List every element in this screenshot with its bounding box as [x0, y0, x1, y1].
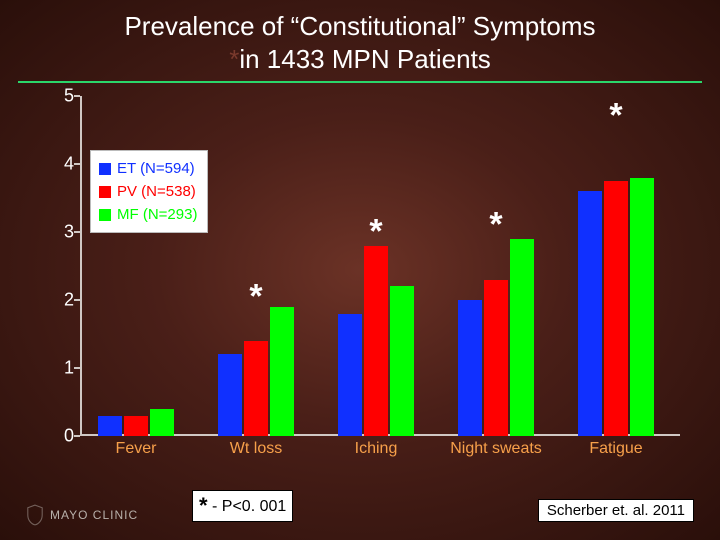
legend-swatch: [99, 209, 111, 221]
bar: [458, 300, 482, 436]
y-tick-label: 4: [54, 154, 74, 175]
p-value-footnote: * - P<0. 001: [192, 490, 293, 522]
legend: ET (N=594) PV (N=538) MF (N=293): [90, 150, 208, 233]
significance-star: *: [609, 97, 622, 136]
legend-label: PV (N=538): [117, 183, 196, 200]
bar: [338, 314, 362, 436]
footnote-text: - P<0. 001: [208, 498, 287, 515]
legend-item: ET (N=594): [99, 157, 197, 180]
title-star: *: [229, 44, 239, 74]
citation-text: Scherber et. al. 2011: [547, 502, 685, 519]
bar: [364, 246, 388, 436]
slide-title: Prevalence of “Constitutional” Symptoms …: [0, 0, 720, 77]
footnote-asterisk: *: [199, 493, 208, 518]
significance-star: *: [489, 206, 502, 245]
title-line2: in 1433 MPN Patients: [239, 44, 490, 74]
legend-swatch: [99, 163, 111, 175]
bar: [218, 354, 242, 436]
significance-star: *: [369, 213, 382, 252]
bar: [270, 307, 294, 436]
bar: [630, 178, 654, 436]
y-tick: [74, 299, 80, 301]
title-line1: Prevalence of “Constitutional” Symptoms: [124, 11, 595, 41]
y-tick-label: 3: [54, 222, 74, 243]
legend-item: PV (N=538): [99, 180, 197, 203]
y-tick-label: 1: [54, 358, 74, 379]
x-tick-label: Night sweats: [450, 440, 542, 458]
bar: [484, 280, 508, 436]
shield-icon: [26, 504, 44, 526]
y-axis: [80, 96, 82, 436]
citation: Scherber et. al. 2011: [538, 499, 694, 522]
x-tick-label: Wt loss: [230, 440, 282, 458]
bar: [244, 341, 268, 436]
bar: [98, 416, 122, 436]
y-tick: [74, 231, 80, 233]
y-tick: [74, 163, 80, 165]
title-divider: [18, 81, 702, 83]
significance-star: *: [249, 277, 262, 316]
x-tick-label: Fever: [116, 440, 157, 458]
x-tick-label: Fatigue: [589, 440, 642, 458]
logo-text: MAYO CLINIC: [50, 508, 138, 522]
bar: [150, 409, 174, 436]
legend-label: ET (N=594): [117, 160, 195, 177]
y-tick-label: 0: [54, 426, 74, 447]
bar: [578, 191, 602, 436]
legend-item: MF (N=293): [99, 203, 197, 226]
plot-area: 012345FeverWt lossIchingNight sweatsFati…: [80, 96, 680, 436]
x-tick-label: Iching: [355, 440, 398, 458]
legend-label: MF (N=293): [117, 206, 197, 223]
y-tick: [74, 367, 80, 369]
bar: [510, 239, 534, 436]
bar: [604, 181, 628, 436]
legend-swatch: [99, 186, 111, 198]
y-tick-label: 2: [54, 290, 74, 311]
mayo-logo: MAYO CLINIC: [26, 504, 138, 526]
y-tick: [74, 435, 80, 437]
bar: [124, 416, 148, 436]
bar: [390, 286, 414, 436]
y-tick-label: 5: [54, 86, 74, 107]
y-tick: [74, 95, 80, 97]
